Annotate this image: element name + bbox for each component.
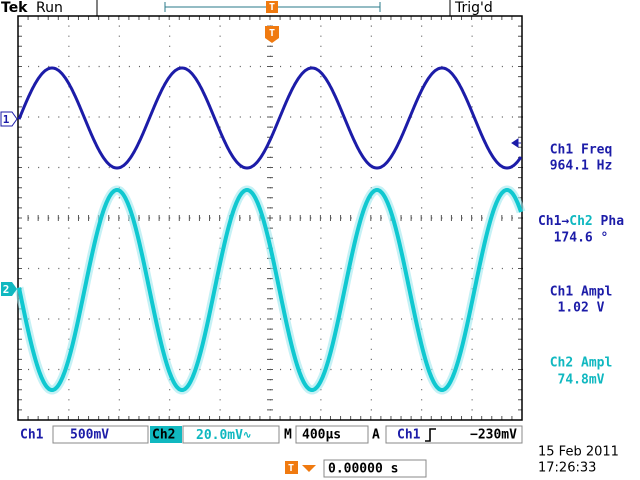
readout-box (295, 425, 369, 444)
trigger-state: Trig'd (454, 0, 493, 16)
ch1-waveform (17, 66, 523, 170)
ch2-scale-value: 20.0mV (196, 428, 243, 443)
date: 15 Feb 2011 (538, 445, 619, 460)
ch2-scale: 20.0mV∿ (196, 428, 251, 443)
graticule-border (17, 15, 523, 421)
ch2-label: Ch2 (152, 428, 175, 443)
trigger-position-letter: T (269, 2, 275, 13)
trigger-level: −230mV (470, 428, 517, 443)
readout-box (52, 425, 149, 444)
trigger-marker (265, 26, 279, 43)
trigger-position-icon (285, 461, 298, 474)
readout-box (385, 425, 523, 444)
ch1-scale: 500mV (70, 428, 109, 443)
trigger-position-icon (266, 1, 278, 13)
time: 17:26:33 (538, 461, 596, 476)
trigger-source: Ch1 (397, 428, 421, 443)
phase-target: Ch2 (569, 214, 592, 229)
trigger-label: A (372, 428, 380, 443)
ch1-ground-marker (0, 111, 18, 127)
waveforms (14, 66, 526, 395)
brand: Tek (1, 0, 28, 16)
measurement-label: Ch2 Ampl (550, 356, 613, 371)
ch1-marker: 1 (3, 113, 10, 126)
measurement-value: 174.6 ° (554, 231, 609, 246)
ch1-label: Ch1 (20, 428, 44, 443)
measurement-value: 1.02 V (558, 301, 605, 316)
rising-edge-icon (425, 428, 436, 442)
ch2-ground-marker (1, 282, 17, 296)
ch2-marker: 2 (3, 283, 10, 296)
readout-box (323, 459, 427, 478)
measurement-label: Ch1 Freq (550, 143, 613, 158)
delay-arrow (302, 465, 316, 472)
trigger-marker-letter: T (269, 28, 275, 39)
trigger-position-letter: T (288, 463, 294, 474)
run-status: Run (36, 0, 63, 16)
ch1-trigger-level-arrow (511, 138, 521, 148)
measurement-value: 74.8mV (558, 373, 605, 388)
readout-box (182, 425, 280, 444)
measurement-label: Ch1→Ch2 Pha (538, 214, 624, 229)
phase-arrow: → (561, 214, 569, 229)
timebase: 400µs (302, 428, 341, 443)
measurement-value: 964.1 Hz (550, 159, 613, 174)
ch2-highlight (150, 426, 182, 443)
phase-suffix: Pha (593, 214, 624, 229)
phase-source: Ch1 (538, 214, 562, 229)
ch2-waveform (17, 188, 523, 392)
ch2-coupling: ∿ (243, 430, 251, 441)
timebase-label: M (284, 428, 292, 443)
measurement-label: Ch1 Ampl (550, 285, 613, 300)
trigger-position: 0.00000 s (328, 462, 398, 477)
